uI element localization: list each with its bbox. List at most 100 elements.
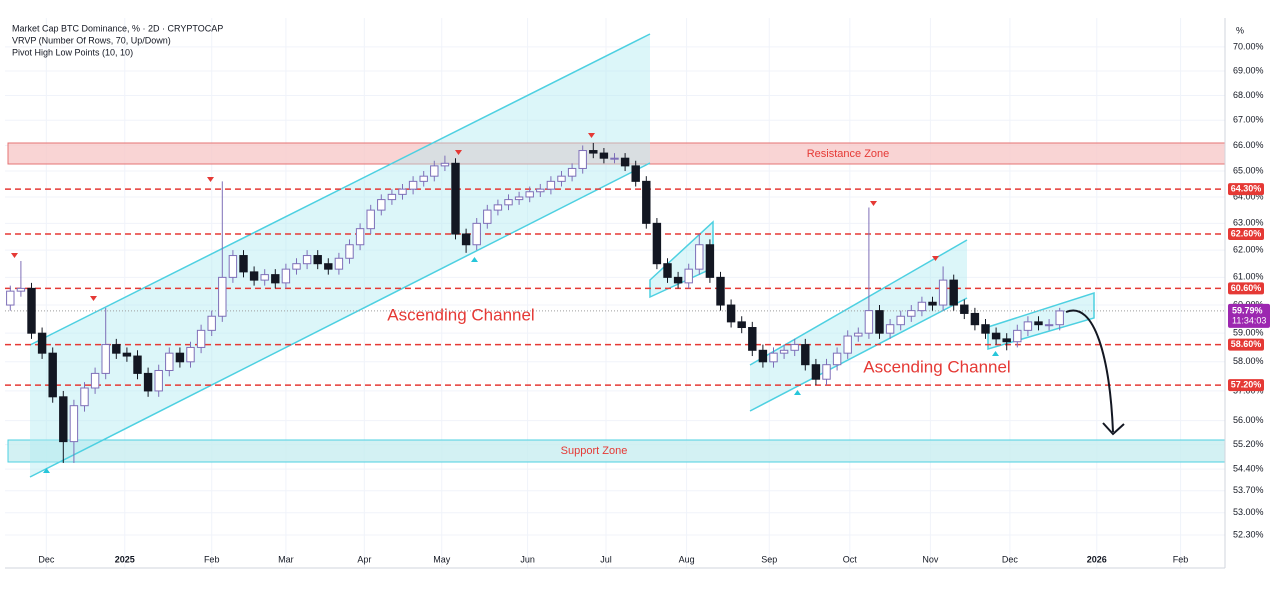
y-tick-label: 64.00% [1233, 191, 1264, 201]
level-label: 62.60% [1231, 228, 1262, 238]
x-tick-label: Feb [1173, 554, 1189, 564]
candle-body [239, 255, 248, 273]
candle-body [175, 352, 185, 363]
candle-body [949, 279, 958, 306]
channel-area [750, 240, 967, 411]
candle-body [673, 276, 683, 284]
levels [5, 188, 1225, 386]
candle-body [620, 157, 630, 167]
forecast-arrow [1065, 309, 1114, 433]
candle-body [557, 175, 566, 182]
countdown: 11:34:03 [1232, 315, 1266, 325]
candle-body [461, 233, 471, 246]
level-badge [1228, 379, 1264, 392]
candle-body [218, 276, 227, 317]
zone-label: Support Zone [561, 445, 628, 457]
candle-body [16, 287, 26, 292]
candle-body [578, 150, 587, 169]
channel-line [29, 162, 651, 478]
candle-body [196, 329, 206, 348]
y-tick-label: 68.00% [1233, 90, 1264, 100]
y-tick-label: 65.00% [1233, 165, 1264, 175]
candle-body [1044, 324, 1054, 327]
level-label: 64.30% [1231, 184, 1262, 194]
y-tick-label: 55.20% [1233, 439, 1264, 449]
candle-body [779, 349, 789, 354]
x-tick-label: 2025 [115, 554, 135, 564]
candle-body [313, 255, 322, 265]
candle-body [960, 304, 969, 314]
candle-body [430, 165, 439, 177]
candle-body [101, 344, 110, 374]
candle-body [769, 352, 778, 363]
candle-body [938, 279, 948, 306]
x-tick-label: Jun [520, 554, 535, 564]
candle-body [292, 263, 301, 270]
candle-body [917, 301, 927, 312]
candle-body [345, 244, 354, 259]
candle-body [875, 310, 884, 334]
candle-body [122, 352, 132, 357]
channel-area [30, 34, 650, 477]
candle-body [716, 276, 725, 306]
candle-body [228, 255, 238, 278]
candle-body [790, 344, 799, 351]
candle-body [472, 222, 481, 246]
grid [5, 18, 1225, 568]
candle-body [451, 162, 460, 235]
channel-line [749, 297, 968, 412]
candle-body [928, 301, 937, 306]
y-unit: % [1236, 25, 1244, 35]
candle-body [854, 332, 863, 337]
candle-body [811, 364, 821, 380]
x-tick-label: Mar [278, 554, 294, 564]
candle-body [186, 346, 195, 363]
candle-body [864, 310, 874, 334]
candle-body [525, 191, 534, 198]
candle-body [59, 396, 68, 443]
y-tick-label: 66.00% [1233, 140, 1264, 150]
candle-body [133, 355, 142, 374]
axes: 70.00% 69.00% 68.00% 67.00% 66.00% 65.00% 64.0… [38, 41, 1270, 564]
y-tick-label: 63.00% [1233, 218, 1264, 228]
candle-body [1002, 338, 1011, 343]
candle-body [843, 335, 852, 354]
x-tick-label: Apr [357, 554, 371, 564]
candle-body [377, 199, 386, 211]
level-badge [1228, 338, 1264, 351]
y-tick-label: 54.40% [1233, 463, 1264, 473]
candle-body [536, 188, 545, 193]
candle-body [684, 268, 693, 284]
candle-body [758, 349, 768, 363]
candle-body [112, 344, 121, 354]
x-tick-label: May [433, 554, 451, 564]
candle-body [705, 244, 715, 278]
candle-body [504, 199, 513, 206]
y-tick-label: 70.00% [1233, 41, 1264, 51]
y-tick-label: 59.00% [1233, 328, 1264, 338]
zone-label: Resistance Zone [807, 148, 890, 160]
candle-body [6, 290, 15, 306]
x-tick-label: Aug [679, 554, 695, 564]
last-price-label: 59.79% [1232, 305, 1263, 315]
candle-body [271, 274, 280, 284]
candle-body [631, 165, 640, 182]
candle-body [567, 167, 577, 177]
candle-body [165, 352, 174, 371]
candle-body [726, 304, 736, 323]
candle-body [748, 327, 757, 351]
candle-body [90, 372, 100, 389]
candle-body [483, 209, 492, 224]
x-tick-label: 2026 [1087, 554, 1107, 564]
annotation: Ascending Channel [863, 357, 1010, 376]
x-tick-label: Oct [843, 554, 858, 564]
candle-body [970, 312, 980, 326]
annotation: Ascending Channel [387, 305, 534, 324]
candles [6, 142, 1064, 463]
x-tick-label: Jul [600, 554, 612, 564]
candle-body [324, 263, 333, 270]
candle-body [207, 315, 216, 331]
candle-body [907, 310, 916, 317]
indicator-label: Pivot High Low Points (10, 10) [12, 47, 133, 57]
candle-body [642, 180, 651, 224]
